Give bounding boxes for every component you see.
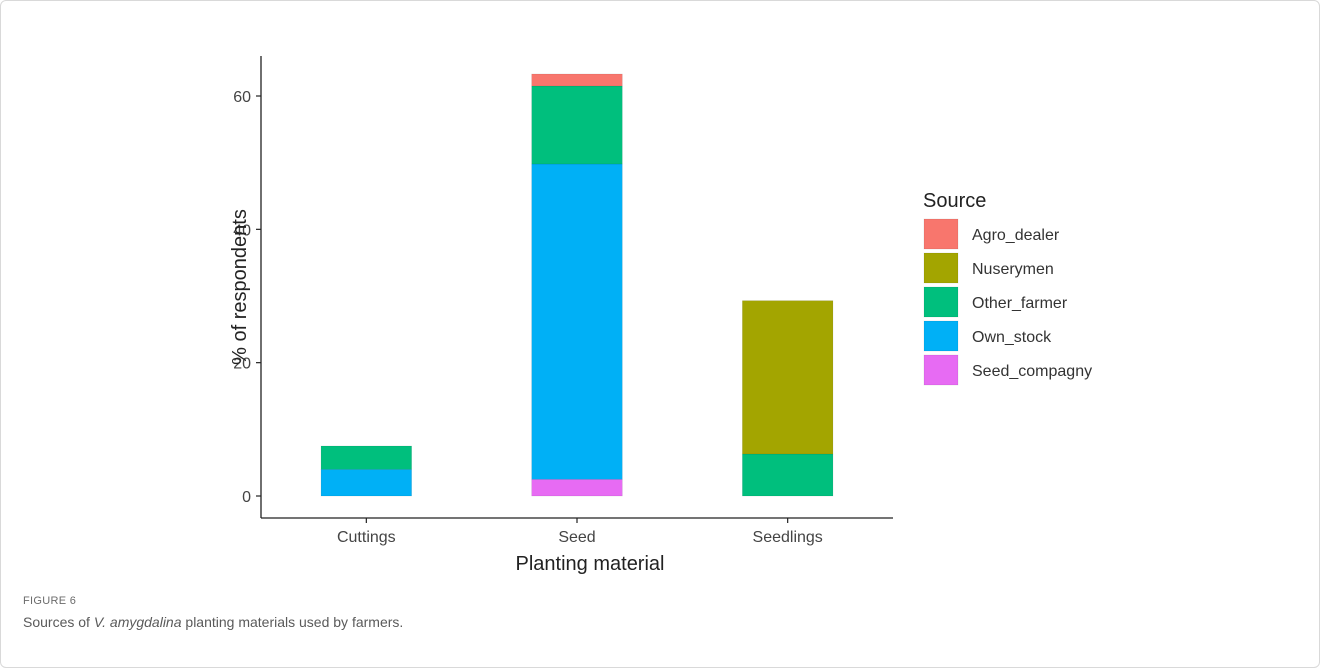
x-tick-label-seed: Seed — [558, 529, 595, 546]
legend-label-other-farmer: Other_farmer — [972, 295, 1068, 312]
legend-label-nuserymen: Nuserymen — [972, 261, 1054, 278]
bar-segment-seedlings-nuserymen — [742, 300, 834, 455]
x-ticks: Cuttings Seed Seedlings — [337, 518, 823, 546]
y-tick-label: 40 — [233, 222, 251, 239]
bar-segment-seed-other-farmer — [531, 85, 623, 165]
legend: Agro_dealer Nuserymen Other_farmer Own_stoc… — [923, 218, 1092, 386]
legend-swatch-nuserymen — [923, 252, 959, 284]
bar-segment-seedlings-other-farmer — [742, 453, 834, 497]
y-tick-label: 20 — [233, 356, 251, 373]
y-tick-label: 60 — [233, 89, 251, 106]
legend-swatch-agro-dealer — [923, 218, 959, 250]
legend-title: Source — [923, 190, 986, 212]
x-tick-label-cuttings: Cuttings — [337, 529, 396, 546]
x-tick-label-seedlings: Seedlings — [753, 529, 823, 546]
legend-label-seed-compagny: Seed_compagny — [972, 363, 1092, 380]
x-axis-title: Planting material — [516, 553, 665, 575]
legend-swatch-seed-compagny — [923, 354, 959, 386]
bars-layer — [320, 73, 834, 497]
bar-segment-seed-agro-dealer — [531, 73, 623, 87]
caption-prefix: Sources of — [23, 614, 94, 630]
bar-segment-cuttings-other-farmer — [320, 445, 412, 470]
y-tick-label: 0 — [242, 489, 251, 506]
legend-swatch-own-stock — [923, 320, 959, 352]
y-ticks: 0 20 40 60 — [233, 89, 261, 506]
bar-segment-seed-seed-compagny — [531, 479, 623, 497]
bar-segment-seed-own-stock — [531, 163, 623, 480]
stacked-bar-chart: 0 20 40 60 Cuttings Seed Seedlings Planting m… — [229, 56, 1092, 575]
bar-segment-cuttings-own-stock — [320, 469, 412, 497]
caption-species: V. amygdalina — [93, 614, 182, 630]
legend-swatch-other-farmer — [923, 286, 959, 318]
figure-caption: Sources of V. amygdalina planting materi… — [23, 614, 403, 630]
caption-suffix: planting materials used by farmers. — [181, 614, 404, 630]
legend-label-agro-dealer: Agro_dealer — [972, 227, 1060, 244]
y-axis-title: % of respondents — [229, 209, 251, 365]
figure-label: FIGURE 6 — [23, 595, 77, 607]
legend-label-own-stock: Own_stock — [972, 329, 1052, 346]
